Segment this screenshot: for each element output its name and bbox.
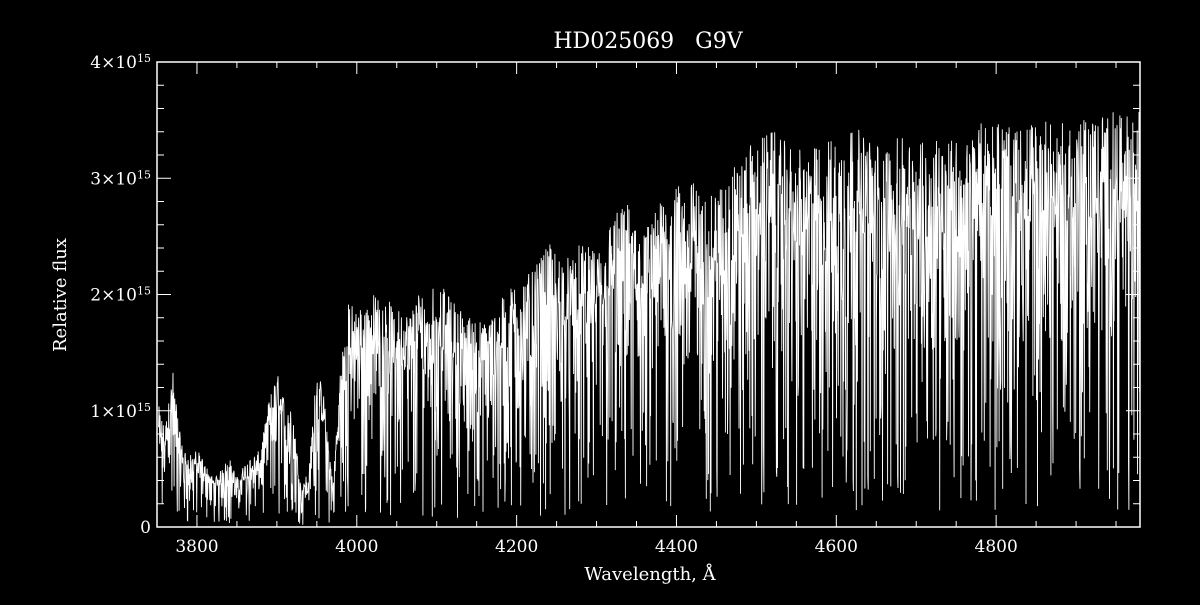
- y-tick-exponent: 15: [137, 52, 151, 65]
- y-tick-label: 1×1015: [90, 400, 151, 422]
- y-tick-mantissa: 4×10: [90, 53, 137, 73]
- x-tick-label: 3800: [175, 537, 218, 557]
- y-tick-label: 3×1015: [90, 168, 151, 190]
- spectrum-series-line: [158, 111, 1141, 525]
- y-tick-mantissa: 3×10: [90, 169, 137, 189]
- chart-title: HD025069 G9V: [553, 29, 743, 54]
- x-tick-label: 4200: [495, 537, 538, 557]
- x-tick-label: 4600: [815, 537, 858, 557]
- y-tick-label: 0: [140, 518, 151, 538]
- y-tick-mantissa: 2×10: [90, 286, 137, 306]
- x-axis-label: Wavelength, Å: [584, 563, 716, 585]
- y-tick-exponent: 15: [137, 168, 151, 181]
- series-layer: [158, 111, 1141, 525]
- y-tick-exponent: 15: [137, 400, 151, 413]
- y-tick-mantissa: 0: [140, 518, 151, 538]
- y-tick-label: 2×1015: [90, 284, 151, 306]
- y-axis-label: Relative flux: [50, 238, 71, 352]
- y-tick-mantissa: 1×10: [90, 402, 137, 422]
- y-tick-label: 4×1015: [90, 52, 151, 74]
- y-tick-exponent: 15: [137, 284, 151, 297]
- x-tick-label: 4400: [655, 537, 698, 557]
- axis-ticks: 3800 4000 4200 4400 4600 480001×10152×10153×1…: [90, 52, 1140, 557]
- x-tick-label: 4800: [975, 537, 1018, 557]
- x-tick-label: 4000: [335, 537, 378, 557]
